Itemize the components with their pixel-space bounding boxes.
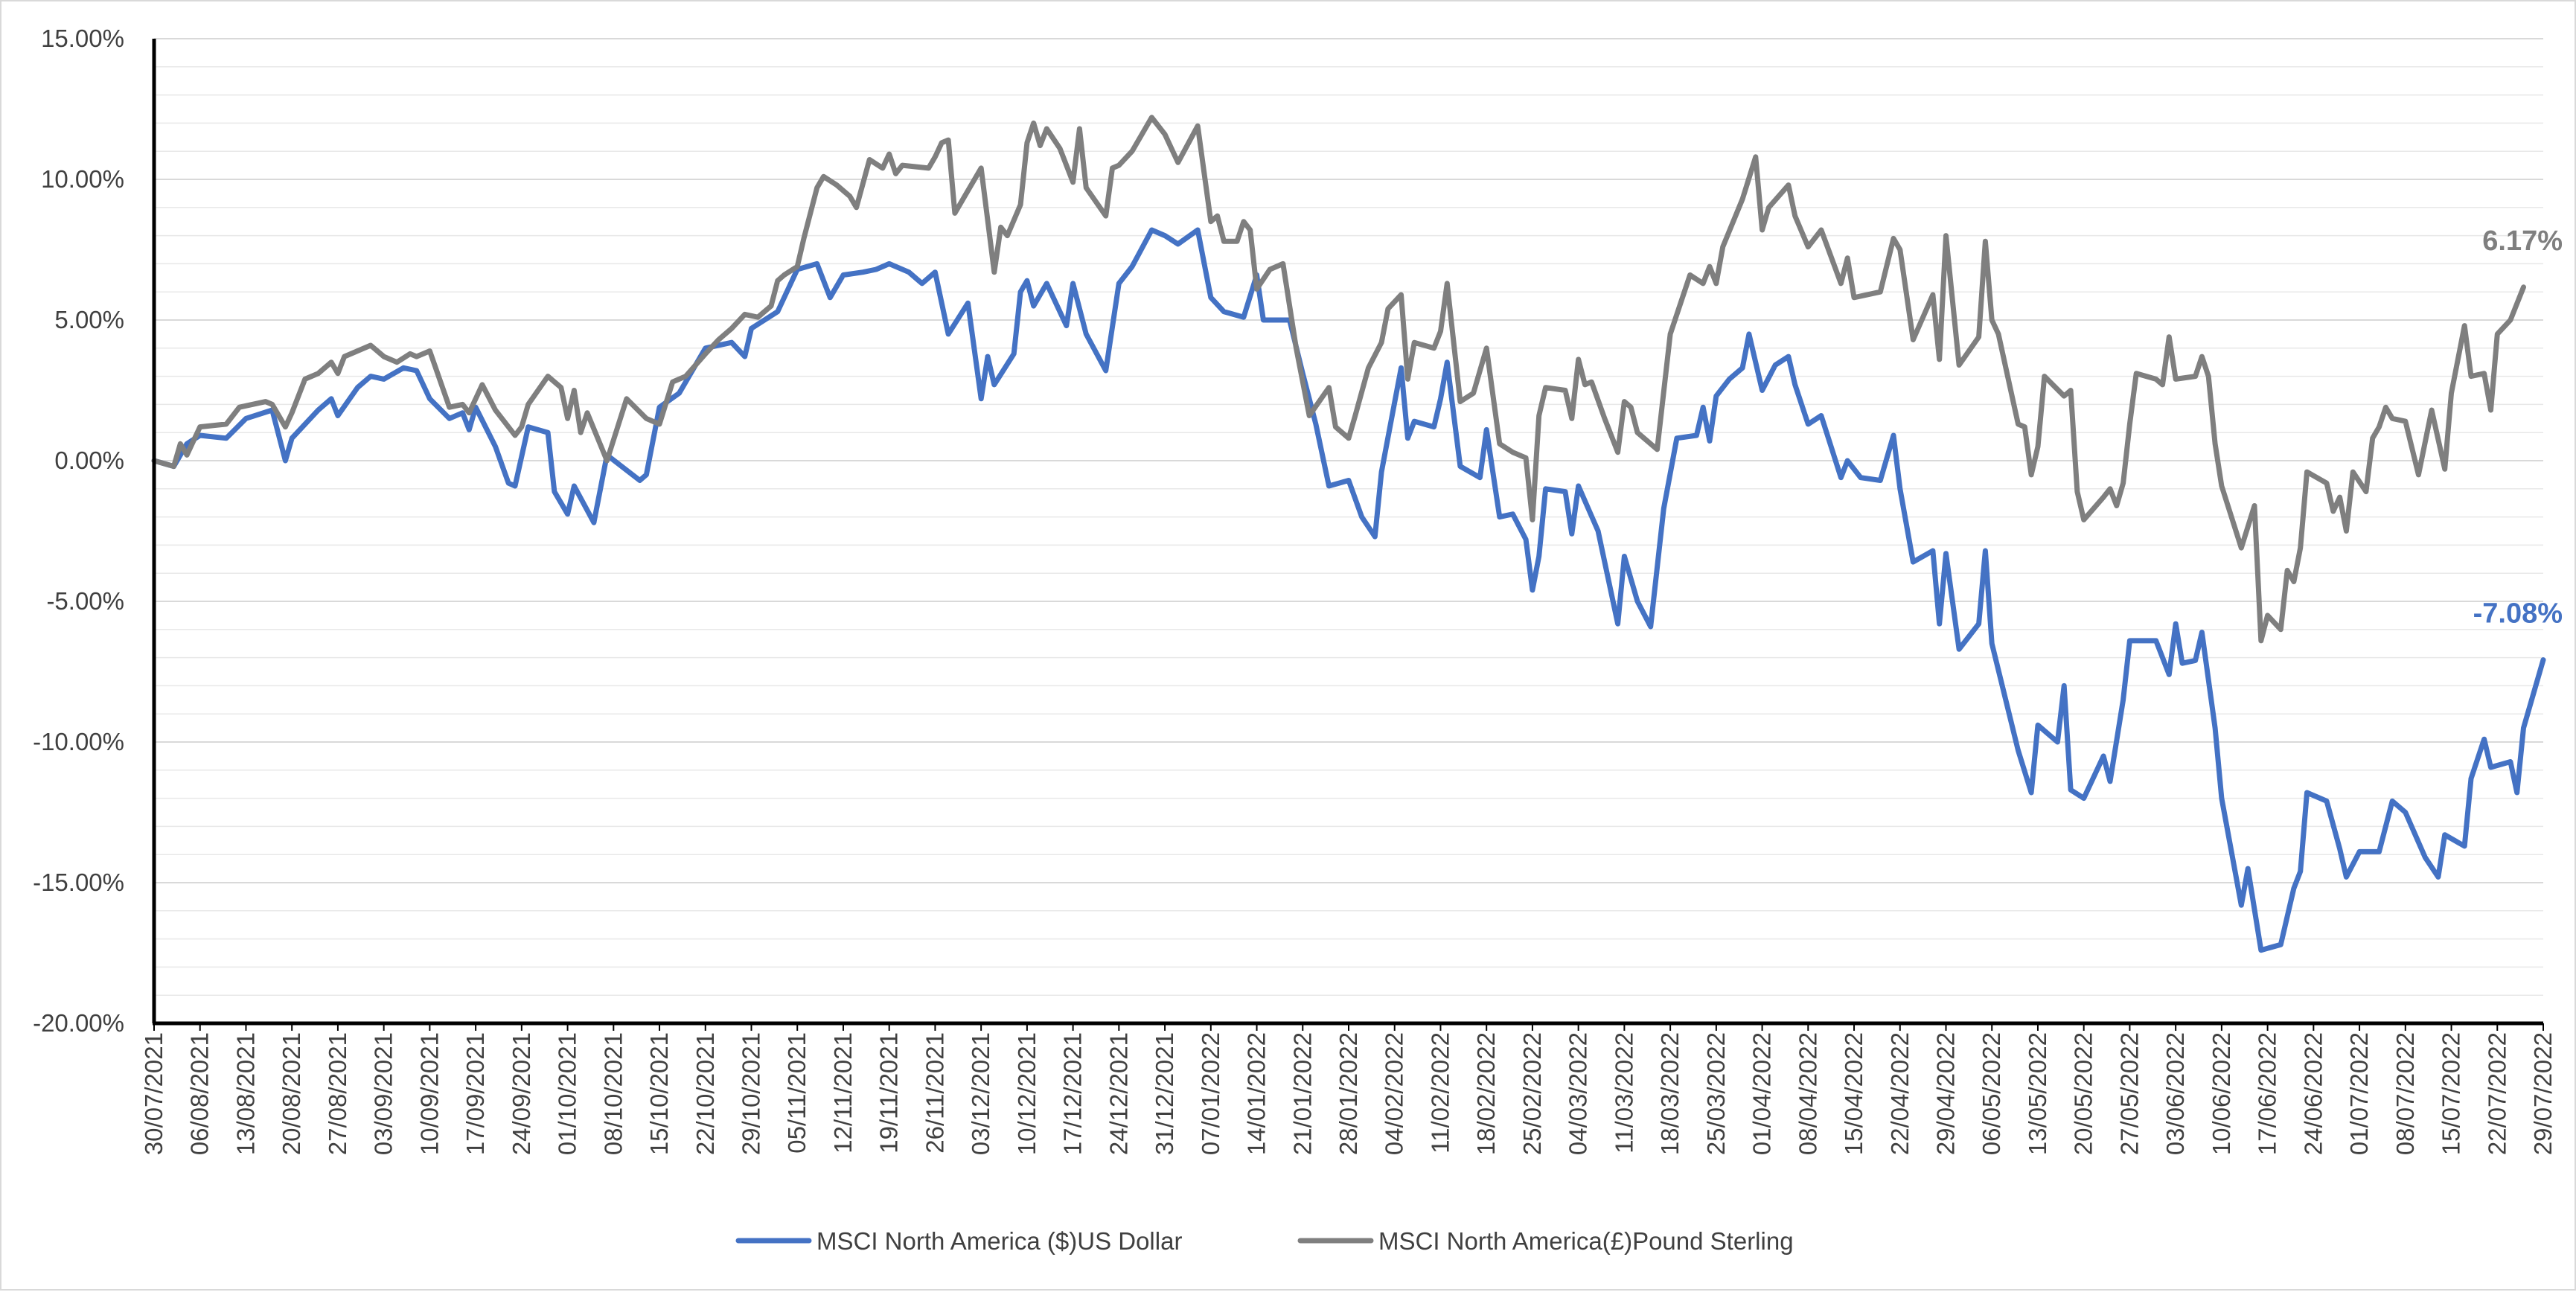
x-tick-label: 07/01/2022 <box>1197 1032 1224 1155</box>
x-tick-label: 05/11/2021 <box>783 1032 811 1154</box>
x-tick-label: 12/11/2021 <box>829 1032 857 1154</box>
x-tick-label: 24/12/2021 <box>1105 1032 1132 1155</box>
x-tick-label: 03/12/2021 <box>967 1032 994 1155</box>
y-tick-label: 10.00% <box>41 165 124 193</box>
x-tick-label: 03/06/2022 <box>2161 1032 2189 1155</box>
x-tick-label: 11/03/2022 <box>1610 1032 1637 1154</box>
legend: MSCI North America ($)US Dollar MSCI Nort… <box>735 1227 1794 1255</box>
x-tick-label: 10/09/2021 <box>415 1032 443 1155</box>
x-tick-label: 04/02/2022 <box>1381 1032 1408 1155</box>
x-tick-label: 08/07/2022 <box>2391 1032 2419 1155</box>
x-tick-label: 17/06/2022 <box>2254 1032 2281 1155</box>
end-label-gbp: 6.17% <box>2482 226 2563 257</box>
y-tick-label: -10.00% <box>33 728 124 755</box>
x-tick-label: 18/03/2022 <box>1656 1032 1684 1155</box>
x-tick-label: 30/07/2021 <box>140 1032 167 1155</box>
x-tick-label: 31/12/2021 <box>1151 1032 1178 1155</box>
x-tick-label: 28/01/2022 <box>1335 1032 1362 1155</box>
x-tick-label: 20/05/2022 <box>2070 1032 2097 1155</box>
x-tick-label: 27/08/2021 <box>324 1032 351 1155</box>
x-tick-label: 18/02/2022 <box>1472 1032 1500 1155</box>
y-tick-label: 5.00% <box>54 306 124 333</box>
x-tick-label: 08/04/2022 <box>1794 1032 1821 1155</box>
x-tick-label: 24/09/2021 <box>508 1032 535 1155</box>
x-tick-label: 22/07/2022 <box>2483 1032 2511 1155</box>
x-tick-label: 06/05/2022 <box>1978 1032 2005 1155</box>
x-tick-label: 21/01/2022 <box>1288 1032 1316 1155</box>
x-tick-label: 13/05/2022 <box>2024 1032 2051 1155</box>
x-tick-label: 25/03/2022 <box>1702 1032 1730 1155</box>
legend-label-usd: MSCI North America ($)US Dollar <box>816 1227 1182 1255</box>
y-tick-label: -20.00% <box>33 1009 124 1037</box>
x-tick-label: 22/04/2022 <box>1886 1032 1914 1155</box>
x-tick-label: 01/10/2021 <box>554 1032 581 1155</box>
x-tick-label: 27/05/2022 <box>2115 1032 2143 1155</box>
x-tick-label: 25/02/2022 <box>1518 1032 1546 1155</box>
y-tick-label: -15.00% <box>33 869 124 896</box>
x-axis-ticks: 30/07/2021 06/08/2021 13/08/2021 20/08/2021… <box>140 1023 2557 1155</box>
x-tick-label: 29/04/2022 <box>1932 1032 1960 1155</box>
x-tick-label: 01/07/2022 <box>2345 1032 2373 1155</box>
y-tick-label: 0.00% <box>54 447 124 474</box>
legend-label-gbp: MSCI North America(£)Pound Sterling <box>1378 1227 1794 1255</box>
x-tick-label: 03/09/2021 <box>370 1032 397 1155</box>
x-tick-label: 08/10/2021 <box>599 1032 627 1155</box>
y-tick-label: -5.00% <box>46 587 124 615</box>
x-tick-label: 17/12/2021 <box>1059 1032 1087 1155</box>
x-tick-label: 17/09/2021 <box>461 1032 489 1155</box>
x-tick-label: 01/04/2022 <box>1748 1032 1776 1155</box>
x-tick-label: 15/10/2021 <box>645 1032 673 1155</box>
series-line-gbp <box>151 115 2526 644</box>
y-tick-label: 15.00% <box>41 25 124 52</box>
grid-layer <box>154 38 2543 1024</box>
series-line-usd <box>151 227 2546 953</box>
x-tick-label: 11/02/2022 <box>1426 1032 1454 1154</box>
x-tick-label: 10/12/2021 <box>1013 1032 1041 1155</box>
x-tick-label: 15/04/2022 <box>1840 1032 1867 1155</box>
x-tick-label: 19/11/2021 <box>875 1032 903 1154</box>
x-tick-label: 10/06/2022 <box>2208 1032 2235 1155</box>
x-tick-label: 29/07/2022 <box>2529 1032 2557 1155</box>
x-tick-label: 06/08/2021 <box>186 1032 214 1155</box>
x-tick-label: 22/10/2021 <box>691 1032 719 1155</box>
y-axis-ticks: 15.00% 10.00% 5.00% 0.00% -5.00% -10.00% -15.0… <box>33 25 124 1037</box>
x-tick-label: 04/03/2022 <box>1565 1032 1592 1155</box>
axis-layer <box>152 39 2543 1026</box>
x-tick-label: 24/06/2022 <box>2299 1032 2327 1155</box>
x-tick-label: 26/11/2021 <box>921 1032 948 1154</box>
end-labels: -7.08% 6.17% <box>2473 226 2563 630</box>
x-tick-label: 29/10/2021 <box>738 1032 765 1155</box>
end-label-usd: -7.08% <box>2473 598 2563 630</box>
x-tick-label: 15/07/2022 <box>2438 1032 2465 1155</box>
series-layer <box>151 115 2546 953</box>
x-tick-label: 20/08/2021 <box>278 1032 305 1155</box>
x-tick-label: 13/08/2021 <box>231 1032 259 1155</box>
x-tick-label: 14/01/2022 <box>1243 1032 1271 1155</box>
